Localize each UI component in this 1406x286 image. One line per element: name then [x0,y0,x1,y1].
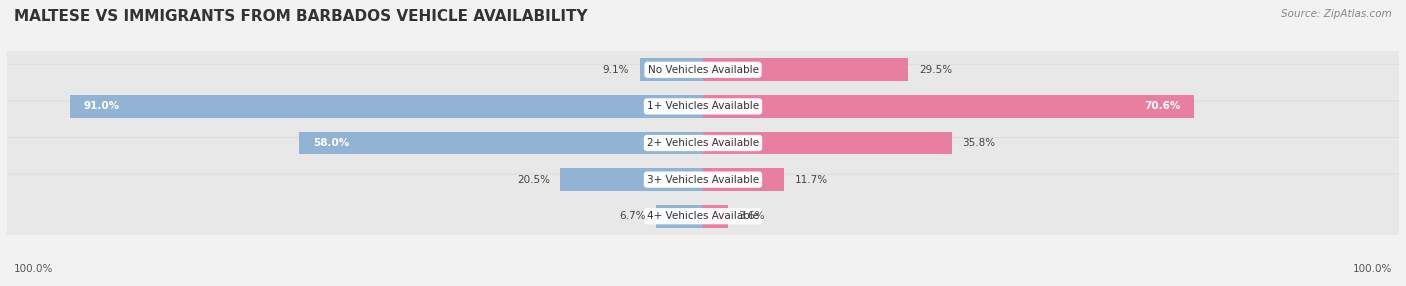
Text: 58.0%: 58.0% [314,138,350,148]
Text: 11.7%: 11.7% [794,175,828,184]
FancyBboxPatch shape [4,138,1402,222]
FancyBboxPatch shape [4,28,1402,112]
Text: 70.6%: 70.6% [1144,102,1181,111]
Text: 29.5%: 29.5% [918,65,952,75]
Text: 2+ Vehicles Available: 2+ Vehicles Available [647,138,759,148]
Text: 3+ Vehicles Available: 3+ Vehicles Available [647,175,759,184]
Text: 100.0%: 100.0% [14,264,53,274]
Text: 4+ Vehicles Available: 4+ Vehicles Available [647,211,759,221]
Text: 35.8%: 35.8% [963,138,995,148]
Bar [703,205,728,228]
Bar [703,95,1194,118]
Bar [657,205,703,228]
Text: No Vehicles Available: No Vehicles Available [648,65,758,75]
FancyBboxPatch shape [4,101,1402,185]
Text: 100.0%: 100.0% [1353,264,1392,274]
Text: 3.6%: 3.6% [738,211,765,221]
Text: Source: ZipAtlas.com: Source: ZipAtlas.com [1281,9,1392,19]
Text: 6.7%: 6.7% [620,211,645,221]
Bar [299,132,703,154]
Bar [561,168,703,191]
Text: 91.0%: 91.0% [83,102,120,111]
Text: 9.1%: 9.1% [603,65,630,75]
Bar [703,132,952,154]
FancyBboxPatch shape [4,64,1402,148]
Bar [703,58,908,81]
Text: MALTESE VS IMMIGRANTS FROM BARBADOS VEHICLE AVAILABILITY: MALTESE VS IMMIGRANTS FROM BARBADOS VEHI… [14,9,588,23]
FancyBboxPatch shape [4,174,1402,258]
Bar [703,168,785,191]
Text: 20.5%: 20.5% [517,175,550,184]
Text: 1+ Vehicles Available: 1+ Vehicles Available [647,102,759,111]
Bar [640,58,703,81]
Bar [70,95,703,118]
